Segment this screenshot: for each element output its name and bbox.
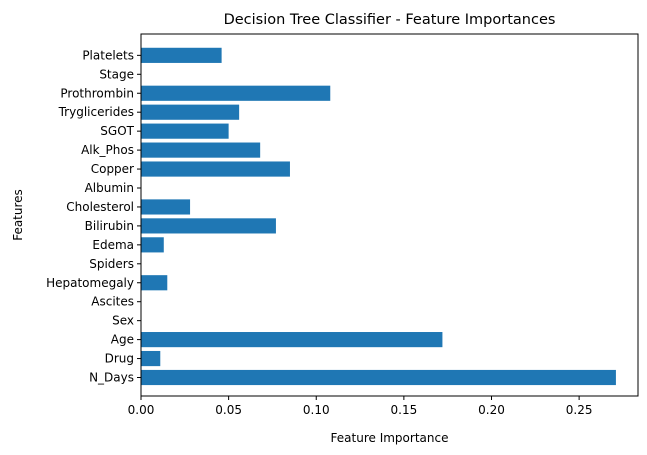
y-tick-label-stage: Stage	[99, 67, 134, 81]
x-tick-label: 0.15	[391, 403, 418, 417]
y-tick-label-albumin: Albumin	[85, 181, 134, 195]
bar-tryglicerides	[141, 104, 240, 120]
y-tick-label-spiders: Spiders	[89, 257, 134, 271]
bar-bilirubin	[141, 218, 276, 234]
x-tick-label: 0.05	[215, 403, 242, 417]
y-tick-label-copper: Copper	[91, 162, 134, 176]
y-tick-label-alk-phos: Alk_Phos	[81, 143, 134, 157]
y-tick-label-n-days: N_Days	[89, 371, 134, 385]
bars-group	[141, 47, 616, 386]
bar-prothrombin	[141, 85, 331, 101]
bar-edema	[141, 237, 164, 253]
y-tick-label-ascites: Ascites	[91, 295, 134, 309]
bar-platelets	[141, 47, 222, 63]
x-axis-label: Feature Importance	[331, 431, 449, 445]
bar-n-days	[141, 369, 616, 386]
plot-frame	[140, 33, 639, 397]
y-tick-label-platelets: Platelets	[82, 48, 134, 62]
y-tick-label-drug: Drug	[105, 352, 134, 366]
y-tick-label-edema: Edema	[92, 238, 134, 252]
bar-drug	[141, 350, 161, 367]
chart-title: Decision Tree Classifier - Feature Impor…	[224, 12, 556, 28]
bar-hepatomegaly	[141, 275, 168, 291]
y-tick-label-prothrombin: Prothrombin	[60, 86, 134, 100]
y-axis-label: Features	[11, 189, 25, 241]
y-tick-label-sgot: SGOT	[100, 124, 134, 138]
y-tick-label-tryglicerides: Tryglicerides	[58, 105, 134, 119]
x-tick-label: 0.00	[128, 403, 155, 417]
y-tick-label-bilirubin: Bilirubin	[85, 219, 134, 233]
bar-cholesterol	[141, 199, 191, 215]
y-tick-label-age: Age	[111, 333, 134, 347]
x-tick-label: 0.20	[478, 403, 505, 417]
bar-age	[141, 332, 443, 348]
y-axis-ticks: N_Days Drug Age Sex Ascites Hepatomegaly Spide…	[46, 48, 141, 385]
bar-alk-phos	[141, 142, 261, 158]
y-tick-label-cholesterol: Cholesterol	[66, 200, 134, 214]
x-tick-label: 0.10	[303, 403, 330, 417]
y-tick-label-hepatomegaly: Hepatomegaly	[46, 276, 134, 290]
bar-sgot	[141, 123, 229, 139]
x-tick-label: 0.25	[566, 403, 593, 417]
bar-copper	[141, 161, 290, 177]
x-axis-ticks: 0.00 0.05 0.10 0.15 0.20 0.25	[128, 396, 593, 417]
y-tick-label-sex: Sex	[112, 314, 134, 328]
